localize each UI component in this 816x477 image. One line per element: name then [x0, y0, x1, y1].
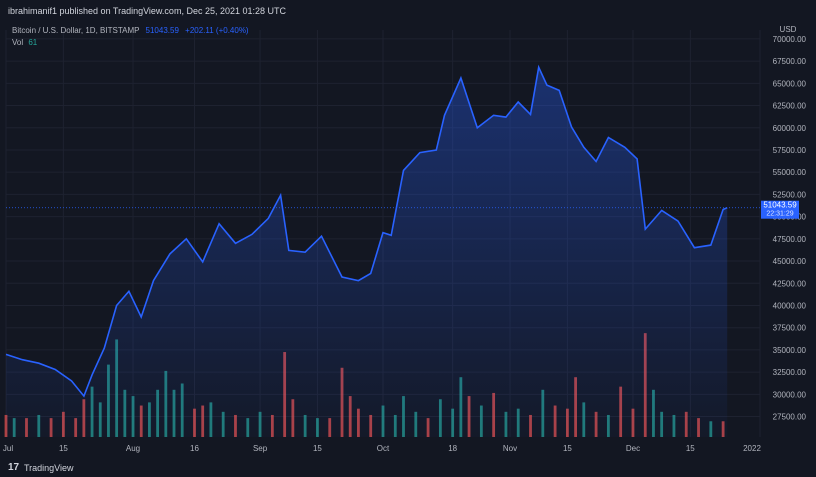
x-tick-label: Nov	[503, 444, 517, 453]
y-tick-label: 60000.00	[773, 124, 807, 133]
x-tick-label: Aug	[126, 444, 140, 453]
brand-name[interactable]: TradingView	[24, 463, 74, 473]
y-tick-label: 65000.00	[773, 79, 807, 88]
y-tick-label: 70000.00	[773, 35, 807, 44]
publisher-info: ibrahimanif1 published on TradingView.co…	[8, 6, 286, 16]
y-tick-label: 40000.00	[773, 302, 807, 311]
x-tick-label: 15	[686, 444, 695, 453]
y-tick-label: 45000.00	[773, 257, 807, 266]
y-tick-label: 27500.00	[773, 413, 807, 422]
y-tick-label: 42500.00	[773, 279, 807, 288]
price-area-fill	[6, 67, 728, 438]
x-tick-label: Dec	[626, 444, 640, 453]
change-value: +202.11 (+0.40%)	[185, 26, 249, 35]
x-tick-label: 15	[59, 444, 68, 453]
last-price-value: 51043.59	[763, 201, 797, 210]
y-tick-label: 35000.00	[773, 346, 807, 355]
last-price-tag: 51043.59 22:31:29	[761, 200, 799, 219]
tradingview-logo-icon[interactable]: 17	[8, 462, 20, 473]
y-tick-label: 57500.00	[773, 146, 807, 155]
y-tick-label: 37500.00	[773, 324, 807, 333]
price-line	[5, 64, 728, 398]
volume-label: Vol	[12, 38, 24, 47]
x-tick-label: 16	[190, 444, 199, 453]
x-tick-label: Jul	[3, 444, 13, 453]
chart-header: ibrahimanif1 published on TradingView.co…	[0, 0, 816, 22]
volume-value: 61	[28, 38, 38, 47]
price-axis[interactable]: USD 70000.00 67500.00 65000.00 62500.00 6000…	[773, 25, 807, 422]
last-price-tag-bg	[761, 200, 799, 219]
symbol-legend[interactable]: Bitcoin / U.S. Dollar, 1D, BITSTAMP 5104…	[12, 26, 249, 35]
x-tick-label: 2022	[743, 444, 761, 453]
x-tick-label: 15	[313, 444, 322, 453]
volume-legend[interactable]: Vol 61	[12, 38, 37, 47]
y-tick-label: 62500.00	[773, 102, 807, 111]
x-tick-label: Sep	[253, 444, 268, 453]
y-tick-label: 32500.00	[773, 368, 807, 377]
symbol-name: Bitcoin / U.S. Dollar, 1D, BITSTAMP	[12, 26, 140, 35]
y-tick-label: 47500.00	[773, 235, 807, 244]
x-tick-label: 18	[448, 444, 457, 453]
y-tick-label: 55000.00	[773, 168, 807, 177]
time-axis[interactable]: Jul 15 Aug 16 Sep 15 Oct 18 Nov 15 Dec 15 2022	[3, 444, 762, 453]
x-tick-label: 15	[563, 444, 572, 453]
y-tick-label: 52500.00	[773, 190, 807, 199]
last-price-time: 22:31:29	[766, 211, 793, 218]
y-tick-label: 30000.00	[773, 390, 807, 399]
x-tick-label: Oct	[377, 444, 390, 453]
currency-label: USD	[780, 25, 797, 34]
footer-bar	[0, 457, 816, 477]
y-tick-label: 67500.00	[773, 57, 807, 66]
last-value: 51043.59	[145, 26, 179, 35]
